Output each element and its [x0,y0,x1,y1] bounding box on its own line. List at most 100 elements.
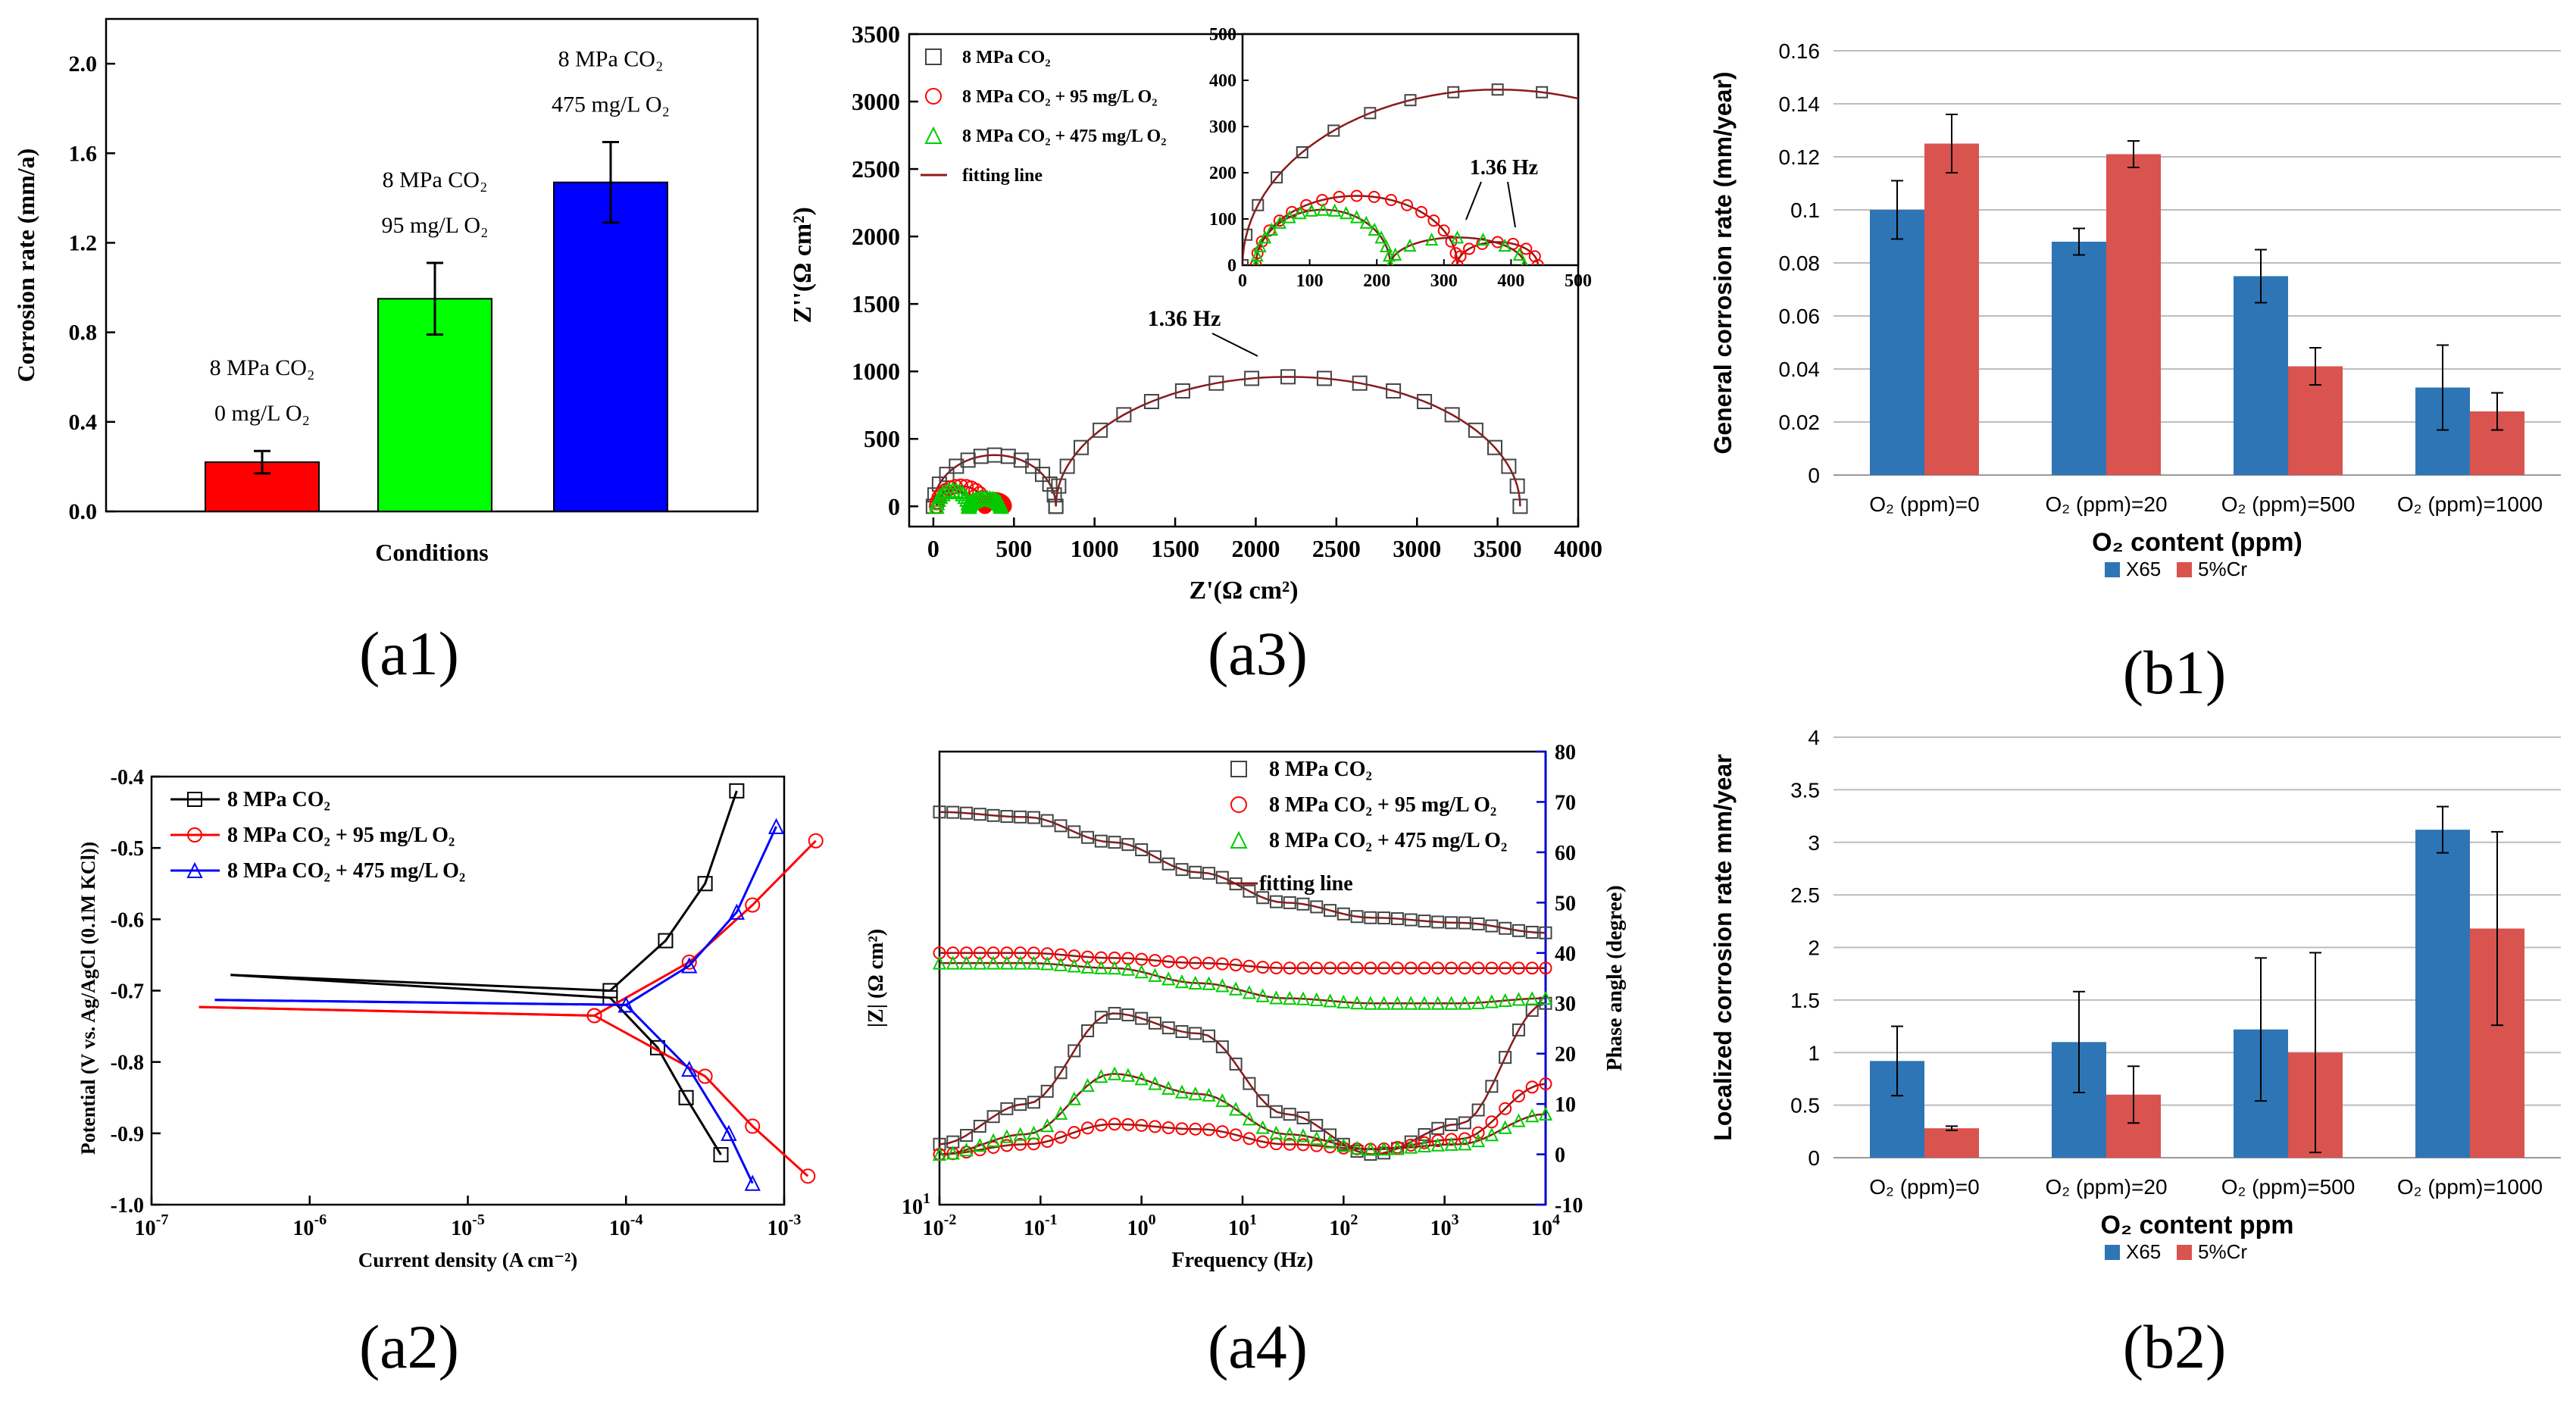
category-label: O₂ (ppm)=0 [1869,1175,1979,1199]
data-point [948,482,964,499]
x-tick-label: 10-1 [1024,1211,1058,1240]
y-tick-label: 2.0 [69,52,98,77]
data-point [721,1124,737,1141]
data-point [1310,1118,1324,1132]
data-point [1296,991,1311,1005]
y-tick-label: -0.8 [111,1052,144,1075]
data-point [1080,959,1095,974]
data-point [1121,961,1136,976]
data-point [1512,247,1526,261]
data-point [1215,978,1230,993]
data-point [933,805,946,819]
y-tick-label: 500 [864,425,900,452]
data-point [1208,375,1224,391]
data-point [1013,955,1027,970]
data-point [1269,1105,1283,1118]
data-point [1363,1142,1378,1156]
data-point [1512,961,1525,975]
chart-a2: 10-7 10-6 10-5 10-4 10-3-1.0-0.9-0.8-0.7-0.6… [77,766,824,1271]
data-point [1269,990,1283,1005]
x-tick-label: 101 [1228,1211,1257,1240]
data-point [1525,961,1539,975]
data-point [1059,458,1075,474]
data-point [1431,1121,1445,1135]
data-point [1403,238,1417,252]
data-point [1053,957,1068,971]
data-point [1188,1086,1202,1101]
data-point [1014,1137,1027,1151]
data-point [1538,990,1553,1005]
data-point [1243,959,1256,973]
data-point [1074,439,1089,455]
x-tick-label: 2500 [1312,535,1361,562]
data-point [1000,1102,1014,1115]
data-point [1256,891,1270,905]
data-point [1283,961,1296,975]
data-point [1067,958,1081,973]
data-point [1161,1080,1176,1095]
data-point [1417,996,1432,1010]
data-point [1271,171,1283,184]
data-point [1747,260,1758,270]
data-point [1499,1051,1512,1065]
fitting-line [1243,88,1578,265]
data-point [1431,961,1445,975]
data-point [1283,1127,1297,1141]
data-point [1363,996,1378,1010]
y-tick-label: 1000 [852,358,900,385]
data-point [681,954,697,970]
inset-data [1243,83,1758,270]
inset-x-tick-label: 0 [1238,271,1247,291]
data-point [1148,1120,1161,1133]
data-point [1000,810,1014,824]
data-point [767,818,785,834]
y-tick-label: 0.02 [1779,411,1821,434]
data-point [602,983,618,999]
data-point [1310,1139,1324,1152]
data-point [1471,995,1486,1009]
data-point [617,996,634,1013]
data-point [1445,1118,1458,1131]
data-point [1228,1102,1243,1116]
data-point [1404,996,1418,1010]
data-point [1054,819,1068,833]
data-point [1253,239,1267,252]
data-point [1040,1118,1055,1133]
data-point [986,1133,1001,1147]
data-point [1404,913,1418,927]
bar [1924,1128,1979,1158]
data-point [1498,993,1512,1008]
data-point [1108,1118,1121,1131]
y-tick-label: 0 [1808,1146,1820,1170]
legend-label: 5%Cr [2198,558,2247,580]
legend-marker [924,126,943,144]
data-point [1255,1120,1270,1134]
fitting-line [1055,376,1521,507]
data-point [1328,203,1342,217]
data-point [1401,199,1414,211]
data-point [1243,1132,1256,1146]
legend-marker [187,827,202,843]
polarization-curve [199,839,817,1017]
data-point [1404,1140,1418,1154]
data-point [1048,499,1064,514]
data-point [1256,961,1270,974]
data-point [1471,961,1485,975]
data-point [1296,1111,1310,1124]
legend-swatch [2177,1245,2192,1260]
data-point [1296,1138,1310,1152]
category-label: O₂ (ppm)=20 [2045,1175,2167,1199]
data-point [1350,210,1364,224]
data-point [1134,964,1149,979]
data-point [1316,370,1332,386]
data-point [1468,422,1483,438]
data-point [681,957,698,974]
x-tick-label: 10-2 [923,1211,957,1240]
legend-label: X65 [2126,1240,2161,1263]
data-point [1143,393,1159,409]
data-point [697,1068,713,1084]
x-tick-label: 3500 [1474,535,1522,562]
y-tick-label: 0.1 [1790,199,1820,222]
y-tick-label: -0.9 [111,1123,144,1146]
